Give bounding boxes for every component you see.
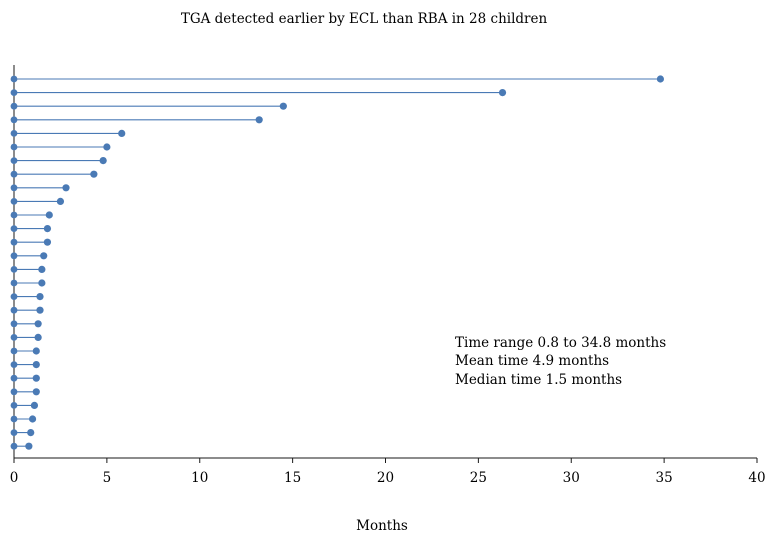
lollipop-base-point [10,334,18,341]
lollipop-base-point [10,279,18,287]
lollipop-base-point [10,388,18,396]
lollipop-head-point [27,429,35,437]
lollipop-head-point [32,361,40,369]
lollipop-base-point [10,170,18,178]
x-ticks: 0 5 10 15 20 25 30 35 40 [10,458,766,486]
lollipop-head-point [90,170,98,178]
lollipop-base-point [10,361,18,368]
lollipop-head-point [25,442,33,450]
lollipop-head-point [99,157,107,165]
lollipop-head-point [34,333,42,341]
lollipop-base-point [10,252,18,260]
lollipop-base-point [10,143,18,151]
lollipop-head-point [56,197,65,205]
chart-title: TGA detected earlier by ECL than RBA in … [181,11,548,27]
lollipop-head-point [38,265,46,273]
lollipop-head-point [36,306,44,314]
lollipop-base-point [10,89,18,96]
lollipop-base-point [10,238,18,246]
lollipop-base-point [10,415,18,423]
stat-median: Median time 1.5 months [455,372,622,388]
lollipop-base-point [10,75,18,83]
lollipop-head-point [34,320,42,328]
lollipop-head-point [656,75,665,83]
lollipop-base-point [10,402,18,409]
lollipop-base-point [10,198,18,205]
lollipop-head-point [43,225,52,233]
lollipop-base-point [10,320,18,328]
x-tick-label: 25 [470,470,487,486]
lollipop-head-point [32,388,40,396]
lollipop-head-point [279,102,287,110]
lollipop-head-point [38,279,46,287]
lollipop-head-point [62,184,70,192]
lollipop-head-point [32,347,40,355]
lollipop-head-point [36,293,44,301]
lollipop-head-point [30,401,39,409]
x-tick-label: 5 [103,470,112,486]
x-tick-label: 10 [191,470,208,486]
lollipop-base-point [10,184,18,192]
lollipop-base-point [10,374,18,382]
x-tick-label: 40 [748,470,765,486]
x-axis-title: Months [356,518,408,534]
lollipop-head-point [45,211,53,219]
lollipop-base-point [10,347,18,355]
x-tick-label: 0 [10,470,19,486]
lollipop-head-point [32,374,40,382]
lollipop-head-point [255,116,263,124]
x-tick-label: 35 [656,470,673,486]
lollipop-head-point [103,143,111,151]
lollipop-base-point [10,102,18,110]
x-tick-label: 20 [377,470,394,486]
lollipop-base-point [10,306,18,314]
lollipop-head-point [43,238,52,246]
lollipop-base-point [10,116,18,124]
lollipop-head-point [28,415,37,423]
stat-range: Time range 0.8 to 34.8 months [455,335,666,351]
lollipop-head-point [118,129,126,137]
x-tick-label: 30 [563,470,580,486]
x-tick-label: 15 [284,470,301,486]
lollipop-base-point [10,211,18,219]
lollipop-head-point [498,89,507,97]
lollipop-head-point [40,252,48,260]
lollipop-base-point [10,225,18,233]
lollipop-base-point [10,293,18,300]
lollipop-base-point [10,266,18,273]
lollipop-base-point [10,429,18,436]
stat-mean: Mean time 4.9 months [455,353,609,369]
lollipop-base-point [10,157,18,165]
lollipop-base-point [10,130,18,137]
lollipop-base-point [10,442,18,450]
data-marks [10,75,665,450]
